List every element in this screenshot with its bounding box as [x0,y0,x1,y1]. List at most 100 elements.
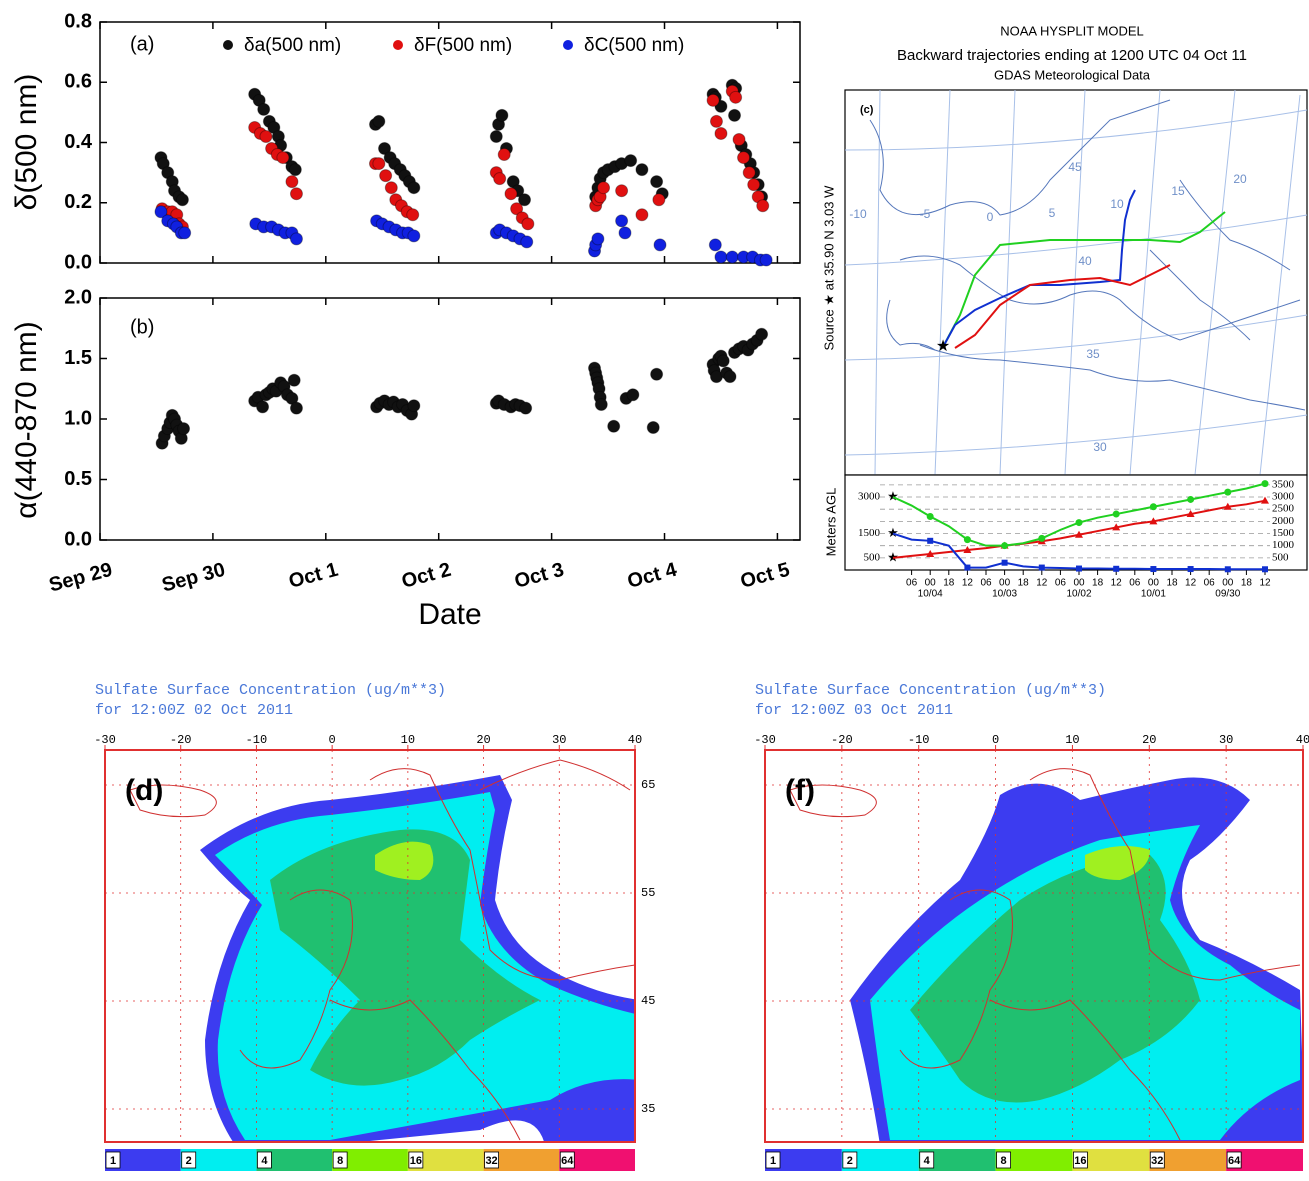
data-point [708,238,722,252]
height-marker [1112,510,1120,518]
legend-label: δC(500 nm) [584,35,684,56]
data-point [497,148,511,162]
date-label: 10/02 [1066,589,1091,600]
map-coastlines [869,99,1306,411]
map-title: Sulfate Surface Concentration (ug/m**3) [755,682,1106,699]
x-tick-label: 00 [1073,578,1085,589]
graticule-label: 15 [1171,184,1185,198]
x-tick-label: 12 [1259,578,1271,589]
data-point [759,253,773,267]
data-point [378,142,392,156]
y-tick-label: 2500 [1272,503,1295,515]
data-point [285,175,299,189]
y-tick-label: 500 [1272,551,1289,563]
start-star: ★ [887,488,899,503]
data-point [624,154,638,168]
panel-label: (d) [125,774,163,807]
colorbar-label-box [484,1151,499,1169]
height-marker [1186,510,1195,518]
y-axis-label: Meters AGL [823,488,838,557]
colorbar-segment [332,1149,408,1171]
data-point [728,108,742,122]
height-marker [1150,566,1157,573]
date-label: 10/03 [992,589,1017,600]
lon-label: 30 [552,733,566,747]
colorbar-label-box [1226,1151,1242,1169]
y-tick-label: 0.8 [64,10,92,32]
map-frame [104,749,636,1143]
data-point [407,181,421,195]
data-point [716,354,730,368]
data-point [732,132,746,146]
data-point [504,187,518,201]
colorbar-label: 16 [1074,1155,1086,1167]
colorbar-segment [256,1149,333,1171]
x-tick-label: 06 [1129,578,1141,589]
data-point [615,214,629,228]
data-point [407,229,421,243]
x-tick-label: 06 [980,578,992,589]
plot-frame [99,297,801,541]
panel-label: (f) [785,774,815,807]
map-source: GDAS Meteorological Data [994,67,1151,82]
y-tick-label: 2000 [1272,515,1295,527]
data-point [379,169,393,183]
data-point [714,126,728,140]
y-tick-label: 0.0 [64,251,92,273]
x-tick-label: Oct 2 [399,559,453,593]
height-marker [1149,503,1157,511]
lon-label: 40 [1296,733,1309,747]
data-point [259,129,273,143]
legend-label: δa(500 nm) [244,35,341,56]
colorbar-label-box [1073,1151,1088,1169]
trajectory-map: ★ [844,89,1308,476]
lon-label: -30 [754,733,776,747]
colorbar-label-box [1149,1151,1165,1169]
data-point [257,102,271,116]
lat-label: 55 [641,886,655,900]
height-marker [926,549,935,557]
y-axis-label: δ(500 nm) [10,74,43,211]
colorbar-segment [180,1149,257,1171]
height-marker [1113,565,1120,572]
lon-label: 20 [1142,733,1156,747]
data-point [520,235,534,249]
data-point [646,420,660,434]
height-marker [1187,495,1195,503]
colorbar-label-box [105,1151,121,1169]
data-point [615,184,629,198]
data-point [714,250,728,264]
height-marker [1224,488,1232,496]
y-tick-label: 0.5 [64,468,92,490]
x-tick-label: 18 [1241,578,1253,589]
data-point [607,419,621,433]
colorbar-label: 32 [1151,1155,1163,1167]
coastlines-f [789,768,1301,1141]
map-title: Sulfate Surface Concentration (ug/m**3) [95,682,446,699]
colorbar-segment [995,1149,1073,1171]
colorbar-segment [765,1149,842,1171]
colorbar-label: 4 [261,1155,268,1167]
data-point [650,175,664,189]
map-panel-label: (c) [860,104,874,116]
lon-label: 0 [992,733,999,747]
data-point [289,401,303,415]
colorbar-label-box [559,1151,575,1169]
lon-label: -20 [831,733,853,747]
lon-label: 20 [476,733,490,747]
colorbar-segment [1149,1149,1227,1171]
data-point [256,400,270,414]
data-point [594,397,608,411]
y-tick-label: 3000 [1272,491,1295,503]
lon-label: 0 [329,733,336,747]
x-tick-label: 06 [1055,578,1067,589]
lat-label: 65 [641,778,655,792]
height-marker [963,546,972,554]
height-marker [926,512,934,520]
data-point [635,163,649,177]
map-subtitle: Backward trajectories ending at 1200 UTC… [897,47,1247,64]
data-point [756,199,770,213]
data-point [653,238,667,252]
data-point [289,187,303,201]
data-point [747,178,761,192]
